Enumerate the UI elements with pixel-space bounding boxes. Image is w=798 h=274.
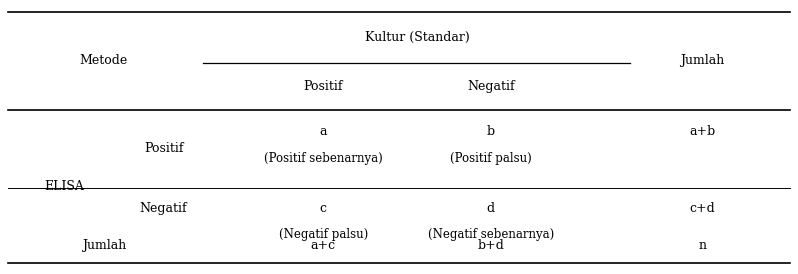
Text: Negatif: Negatif [140,202,188,215]
Text: Kultur (Standar): Kultur (Standar) [365,31,469,44]
Text: (Negatif palsu): (Negatif palsu) [279,228,368,241]
Text: n: n [698,239,706,252]
Text: c: c [320,202,326,215]
Text: Jumlah: Jumlah [680,55,725,67]
Text: (Positif sebenarnya): (Positif sebenarnya) [264,152,382,164]
Text: a: a [319,125,327,138]
Text: c+d: c+d [689,202,715,215]
Text: Positif: Positif [144,142,184,155]
Text: a+b: a+b [689,125,715,138]
Text: Metode: Metode [80,55,128,67]
Text: a+c: a+c [310,239,336,252]
Text: (Negatif sebenarnya): (Negatif sebenarnya) [428,228,554,241]
Text: b: b [487,125,495,138]
Text: d: d [487,202,495,215]
Text: Positif: Positif [303,80,343,93]
Text: (Positif palsu): (Positif palsu) [450,152,531,164]
Text: Negatif: Negatif [467,80,515,93]
Text: b+d: b+d [477,239,504,252]
Text: ELISA: ELISA [44,180,84,193]
Text: Jumlah: Jumlah [81,239,126,252]
